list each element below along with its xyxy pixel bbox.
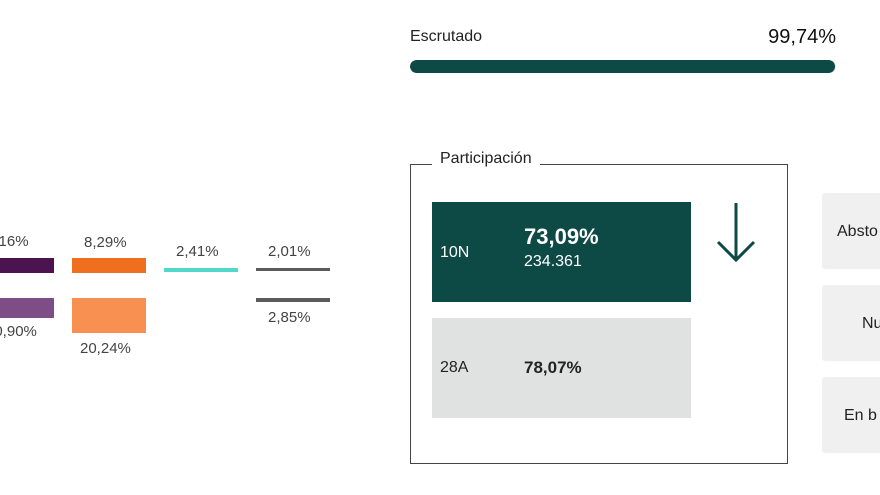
party-2-bar-28a <box>72 298 146 333</box>
party-1-bar-28a <box>0 298 54 318</box>
row-28a-pct: 78,07% <box>524 358 582 377</box>
party-3-bar-10n <box>164 268 238 272</box>
party-1-pct-10n: 9,16% <box>0 233 29 250</box>
party-4-bar-10n <box>256 268 330 271</box>
party-4-bar-28a <box>256 298 330 302</box>
participacion-row-28a: 28A 78,07% <box>432 318 691 418</box>
escrutado-progress-bar <box>410 60 836 73</box>
participacion-title: Participación <box>432 150 540 168</box>
party-2-bar-10n <box>72 258 146 273</box>
escrutado-label: Escrutado <box>410 28 483 45</box>
nulos-card-label: Nu <box>862 315 880 332</box>
abstencion-card: Absto <box>822 193 880 269</box>
arrow-down-icon <box>716 203 756 263</box>
party-2-pct-10n: 8,29% <box>84 234 127 251</box>
participacion-row-10n: 10N 73,09% 234.361 <box>432 202 691 302</box>
party-1-pct-28a: 10,90% <box>0 323 37 340</box>
party-4-pct-28a: 2,85% <box>268 309 311 326</box>
row-10n-pct: 73,09% <box>524 224 599 249</box>
nulos-card: Nu <box>822 285 880 361</box>
row-28a-label: 28A <box>440 359 469 376</box>
participacion-panel <box>410 164 788 464</box>
escrutado-value: 99,74% <box>768 26 836 48</box>
escrutado-progress-fill <box>410 60 835 73</box>
row-10n-label: 10N <box>440 244 470 261</box>
party-4-pct-10n: 2,01% <box>268 243 311 260</box>
party-1-bar-10n <box>0 258 54 273</box>
en-blanco-card: En b <box>822 377 880 453</box>
party-3-pct-10n: 2,41% <box>176 243 219 260</box>
abstencion-card-label: Absto <box>837 223 878 240</box>
row-10n-count: 234.361 <box>524 253 582 270</box>
en-blanco-card-label: En b <box>844 407 877 424</box>
party-2-pct-28a: 20,24% <box>80 340 131 357</box>
